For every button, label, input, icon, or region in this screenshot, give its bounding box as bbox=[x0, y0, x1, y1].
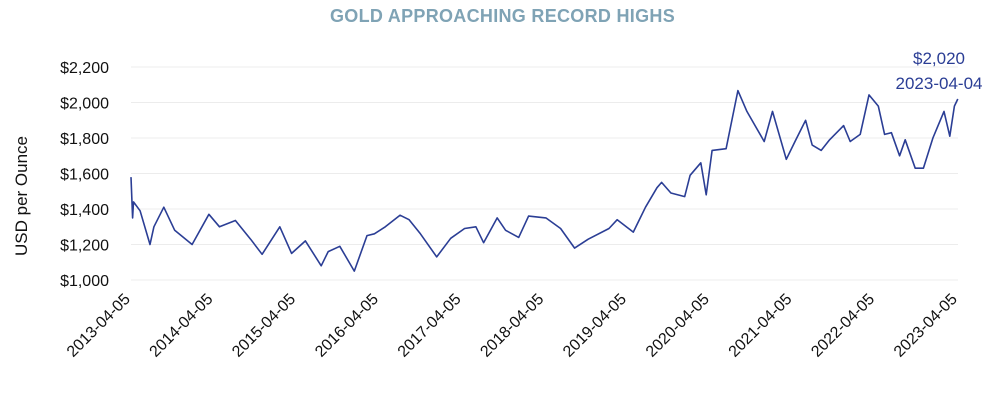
y-tick-label: $1,000 bbox=[60, 273, 109, 290]
x-tick-label: 2014-04-05 bbox=[147, 291, 217, 361]
y-tick-label: $1,200 bbox=[60, 238, 109, 255]
x-tick-label: 2021-04-05 bbox=[726, 291, 796, 361]
x-axis-ticks: 2013-04-05 2014-04-05 2015-04-05 2016-04-05… bbox=[64, 291, 961, 361]
annotation-value: $2,020 bbox=[913, 49, 965, 68]
x-tick-label: 2016-04-05 bbox=[312, 291, 382, 361]
gridlines bbox=[131, 66, 958, 281]
y-tick-label: $1,400 bbox=[60, 202, 109, 219]
y-tick-label: $2,000 bbox=[60, 96, 109, 113]
annotation-date: 2023-04-04 bbox=[896, 74, 983, 93]
x-tick-label: 2020-04-05 bbox=[643, 291, 713, 361]
x-tick-label: 2022-04-05 bbox=[808, 291, 878, 361]
y-tick-label: $1,800 bbox=[60, 131, 109, 148]
y-axis-label: USD per Ounce bbox=[12, 136, 31, 256]
x-tick-label: 2019-04-05 bbox=[560, 291, 630, 361]
x-tick-label: 2013-04-05 bbox=[64, 291, 134, 361]
y-tick-label: $2,200 bbox=[60, 60, 109, 77]
x-tick-label: 2023-04-05 bbox=[891, 291, 961, 361]
x-tick-label: 2015-04-05 bbox=[229, 291, 299, 361]
x-tick-label: 2017-04-05 bbox=[395, 291, 465, 361]
series-line bbox=[130, 89, 959, 272]
annotation: $2,020 2023-04-04 bbox=[896, 49, 983, 93]
y-tick-label: $1,600 bbox=[60, 167, 109, 184]
x-tick-label: 2018-04-05 bbox=[477, 291, 547, 361]
y-axis-ticks: $1,000 $1,200 $1,400 $1,600 $1,800 $2,000 $2,2… bbox=[60, 60, 109, 290]
chart-title: GOLD APPROACHING RECORD HIGHS bbox=[329, 6, 676, 26]
series-lines bbox=[130, 89, 959, 272]
